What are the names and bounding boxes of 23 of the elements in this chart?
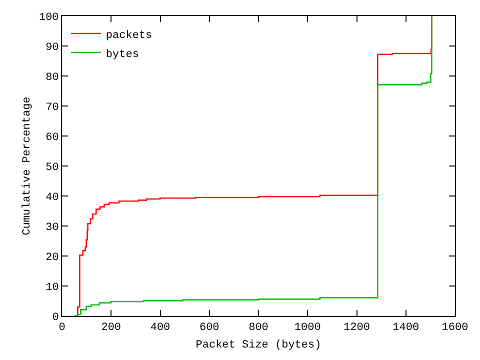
legend-label: bytes — [106, 48, 139, 61]
x-tick-label: 200 — [101, 322, 122, 334]
y-tick-label: 20 — [46, 252, 59, 264]
y-tick-label: 60 — [46, 132, 59, 144]
x-tick-label: 1000 — [294, 322, 321, 334]
y-tick-label: 50 — [46, 162, 59, 174]
x-axis-title: Packet Size (bytes) — [196, 339, 322, 352]
y-tick-label: 90 — [46, 42, 59, 54]
y-tick-label: 80 — [46, 72, 59, 84]
y-tick-label: 40 — [46, 192, 59, 204]
legend-label: packets — [106, 30, 152, 42]
x-tick-label: 1400 — [392, 322, 420, 334]
x-tick-label: 400 — [150, 322, 170, 334]
y-tick-label: 10 — [46, 282, 59, 294]
y-tick-label: 100 — [38, 12, 59, 24]
y-tick-label: 30 — [46, 222, 59, 234]
x-tick-label: 1600 — [442, 322, 468, 334]
y-tick-label: 70 — [46, 102, 59, 114]
x-tick-label: 800 — [248, 322, 268, 334]
x-tick-label: 600 — [199, 322, 220, 334]
x-tick-label: 1200 — [344, 322, 370, 334]
y-axis-title: Cumulative Percentage — [22, 96, 34, 236]
y-tick-label: 0 — [52, 312, 59, 324]
